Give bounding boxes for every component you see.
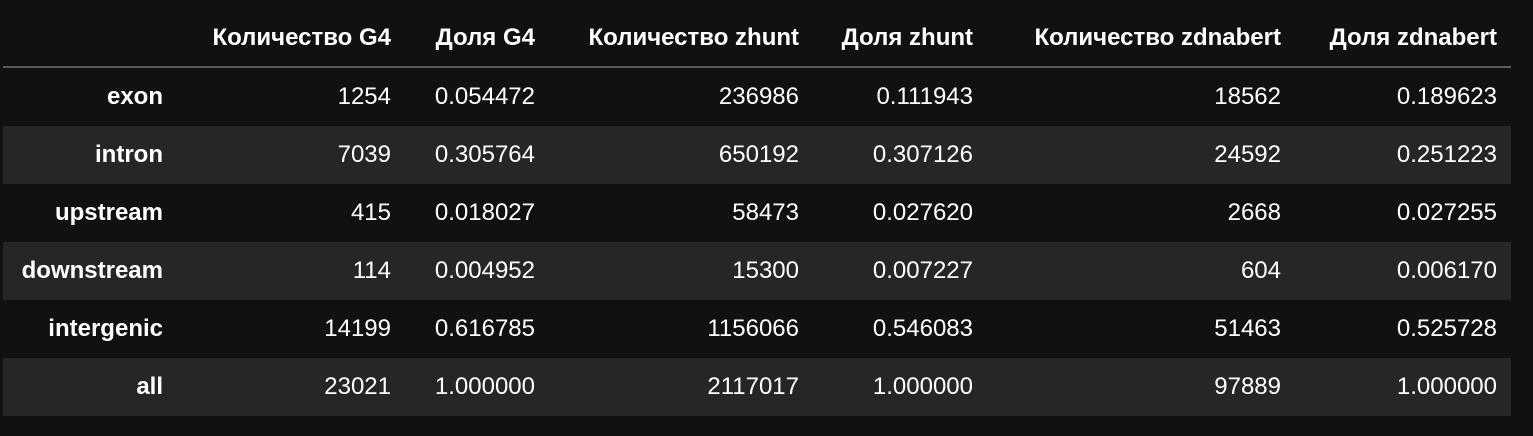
table-cell: 1156066 <box>707 315 799 342</box>
table-cell: 23021 <box>324 373 391 400</box>
column-header: Доля zhunt <box>813 9 987 68</box>
table-cell: 0.027255 <box>1396 199 1497 226</box>
table-cell: 58473 <box>732 199 799 226</box>
table-cell: 2668 <box>1227 199 1281 226</box>
table-cell: 0.111943 <box>876 83 973 110</box>
table-cell: 0.004952 <box>434 257 535 284</box>
table-header: Количество G4 Доля G4 Количество zhunt Д… <box>3 9 1511 68</box>
table-cell: 1.000000 <box>872 373 973 400</box>
table-cell: 114 <box>352 257 391 284</box>
table-cell: 51463 <box>1214 315 1281 342</box>
table-cell: 97889 <box>1214 373 1281 400</box>
table-cell: 0.546083 <box>872 315 973 342</box>
column-header: Количество zdnabert <box>987 9 1295 68</box>
table-row: exon 1254 0.054472 236986 0.111943 18562… <box>3 67 1511 126</box>
table-cell: 1.000000 <box>1396 373 1497 400</box>
table-cell: 650192 <box>718 141 799 168</box>
table-cell: 0.251223 <box>1396 141 1497 168</box>
table-cell: 0.525728 <box>1396 315 1497 342</box>
header-row: Количество G4 Доля G4 Количество zhunt Д… <box>3 9 1511 68</box>
table-row: intergenic 14199 0.616785 1156066 0.5460… <box>3 300 1511 358</box>
column-header: Доля G4 <box>405 9 549 68</box>
table-cell: 0.006170 <box>1396 257 1497 284</box>
table-cell: 0.189623 <box>1396 83 1497 110</box>
table-cell: 0.305764 <box>434 141 535 168</box>
table-cell: 18562 <box>1214 83 1281 110</box>
table-cell: 14199 <box>324 315 391 342</box>
column-header: Количество zhunt <box>549 9 813 68</box>
table-row: upstream 415 0.018027 58473 0.027620 266… <box>3 184 1511 242</box>
index-header <box>3 9 177 68</box>
table-cell: 604 <box>1240 257 1281 284</box>
table-cell: 236986 <box>718 83 799 110</box>
table-cell: 0.307126 <box>872 141 973 168</box>
table-cell: 24592 <box>1214 141 1281 168</box>
table-row: all 23021 1.000000 2117017 1.000000 9788… <box>3 358 1511 416</box>
table-cell: 7039 <box>337 141 391 168</box>
row-label: downstream <box>21 257 163 284</box>
row-label: all <box>136 373 163 400</box>
table-cell: 0.616785 <box>434 315 535 342</box>
table-row: downstream 114 0.004952 15300 0.007227 6… <box>3 242 1511 300</box>
row-label: upstream <box>54 199 163 226</box>
table-cell: 15300 <box>732 257 799 284</box>
row-label: intron <box>95 141 163 168</box>
row-label: intergenic <box>48 315 163 342</box>
table-cell: 2117017 <box>707 373 799 400</box>
row-label: exon <box>106 83 163 110</box>
table-cell: 1.000000 <box>434 373 535 400</box>
table-cell: 0.054472 <box>434 83 535 110</box>
table-cell: 0.007227 <box>872 257 973 284</box>
column-header: Доля zdnabert <box>1295 9 1511 68</box>
table-cell: 0.027620 <box>872 199 973 226</box>
table-body: exon 1254 0.054472 236986 0.111943 18562… <box>3 67 1511 416</box>
table-cell: 415 <box>350 199 391 226</box>
table-cell: 1254 <box>337 83 391 110</box>
table-row: intron 7039 0.305764 650192 0.307126 245… <box>3 126 1511 184</box>
column-header: Количество G4 <box>177 9 405 68</box>
table-cell: 0.018027 <box>434 199 535 226</box>
dataframe-table: Количество G4 Доля G4 Количество zhunt Д… <box>3 9 1511 416</box>
